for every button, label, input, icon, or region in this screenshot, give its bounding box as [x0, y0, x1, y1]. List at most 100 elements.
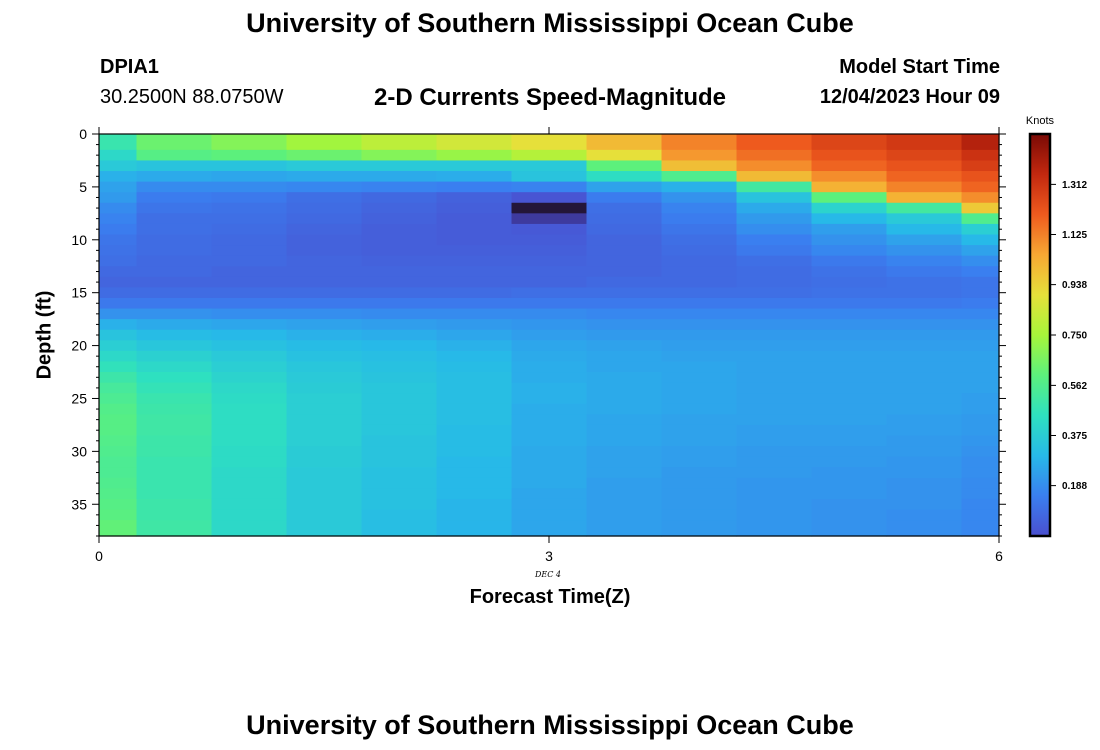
heatmap-cell [886, 202, 963, 214]
heatmap-cell [811, 467, 888, 479]
heatmap-cell [586, 181, 663, 193]
heatmap-cell [961, 382, 1000, 394]
heatmap-cell [811, 266, 888, 278]
heatmap-cell [586, 276, 663, 288]
heatmap-cell [136, 372, 213, 384]
heatmap-cell [811, 361, 888, 373]
heatmap-cell [99, 308, 138, 320]
heatmap-cell [811, 134, 888, 151]
heatmap-cell [136, 287, 213, 299]
heatmap-cell [136, 424, 213, 437]
heatmap-cell [736, 520, 813, 537]
heatmap-cell [586, 255, 663, 267]
heatmap-cell [361, 361, 438, 373]
heatmap-cell [736, 192, 813, 204]
heatmap-cell [511, 245, 588, 257]
heatmap-cell [511, 319, 588, 331]
heatmap-cell [99, 424, 138, 437]
heatmap-cell [136, 435, 213, 447]
heatmap-cell [211, 171, 288, 183]
heatmap-cell [661, 160, 738, 172]
heatmap-cell [961, 414, 1000, 426]
heatmap-cell [961, 245, 1000, 257]
heatmap-cell [661, 213, 738, 225]
heatmap-cell [961, 192, 1000, 204]
heatmap-cell [811, 234, 888, 246]
heatmap-cell [286, 520, 363, 537]
heatmap-cell [286, 414, 363, 426]
heatmap-cell [511, 329, 588, 341]
heatmap-cell [886, 488, 963, 500]
heatmap-cell [436, 329, 513, 341]
heatmap-cell [136, 509, 213, 521]
heatmap-cell [99, 414, 138, 426]
heatmap-cell [99, 403, 138, 415]
heatmap-cell [99, 361, 138, 373]
heatmap-cell [886, 467, 963, 479]
heatmap-cell [886, 329, 963, 341]
heatmap-cell [436, 255, 513, 267]
heatmap-cell [136, 266, 213, 278]
colorbar-tick-label: 0.188 [1062, 481, 1087, 492]
heatmap-cell [286, 171, 363, 183]
heatmap-cell [136, 393, 213, 405]
heatmap-cell [586, 372, 663, 384]
heatmap-cell [661, 393, 738, 405]
heatmap-cell [811, 488, 888, 500]
heatmap-cell [136, 403, 213, 415]
heatmap-cell [211, 488, 288, 500]
heatmap-cell [736, 350, 813, 363]
heatmap-cell [99, 350, 138, 363]
heatmap-cell [661, 181, 738, 193]
heatmap-cell [211, 134, 288, 151]
heatmap-cell [99, 134, 138, 151]
model-start-value: 12/04/2023 Hour 09 [819, 86, 1000, 108]
heatmap-cell [286, 446, 363, 458]
heatmap-cell [361, 308, 438, 320]
heatmap-cell [661, 329, 738, 341]
heatmap-cell [586, 456, 663, 468]
heatmap-cell [136, 467, 213, 479]
heatmap-cell [211, 414, 288, 426]
heatmap-cell [661, 424, 738, 437]
heatmap-cell [661, 498, 738, 511]
heatmap-cell [136, 255, 213, 267]
heatmap-cell [136, 329, 213, 341]
heatmap-cell [361, 213, 438, 225]
heatmap-cell [736, 477, 813, 489]
x-tick-label: 3 [545, 548, 553, 564]
heatmap-cell [511, 372, 588, 384]
heatmap-cell [286, 245, 363, 257]
heatmap-cell [436, 372, 513, 384]
heatmap-cell [99, 234, 138, 246]
heatmap-cell [661, 361, 738, 373]
heatmap-cell [661, 192, 738, 204]
heatmap-cell [661, 382, 738, 394]
heatmap-cell [436, 509, 513, 521]
heatmap-cell [736, 467, 813, 479]
heatmap-cell [811, 297, 888, 310]
heatmap-cell [99, 393, 138, 405]
heatmap-cell [736, 361, 813, 373]
heatmap-cell [961, 223, 1000, 236]
heatmap-cell [286, 498, 363, 511]
heatmap-cell [211, 149, 288, 162]
heatmap-cell [436, 467, 513, 479]
y-tick-label: 0 [79, 126, 87, 142]
heatmap-cell [736, 329, 813, 341]
heatmap-cell [661, 446, 738, 458]
x-axis-title: Forecast Time(Z) [469, 586, 631, 608]
heatmap-cell [286, 287, 363, 299]
heatmap-cell [886, 149, 963, 162]
heatmap-cell [511, 308, 588, 320]
heatmap-cell [736, 171, 813, 183]
heatmap-cell [211, 213, 288, 225]
heatmap-cell [961, 287, 1000, 299]
heatmap-cell [511, 361, 588, 373]
heatmap-cell [811, 223, 888, 236]
heatmap-cell [661, 202, 738, 214]
heatmap-cell [586, 134, 663, 151]
heatmap-cell [586, 234, 663, 246]
heatmap-cell [886, 477, 963, 489]
